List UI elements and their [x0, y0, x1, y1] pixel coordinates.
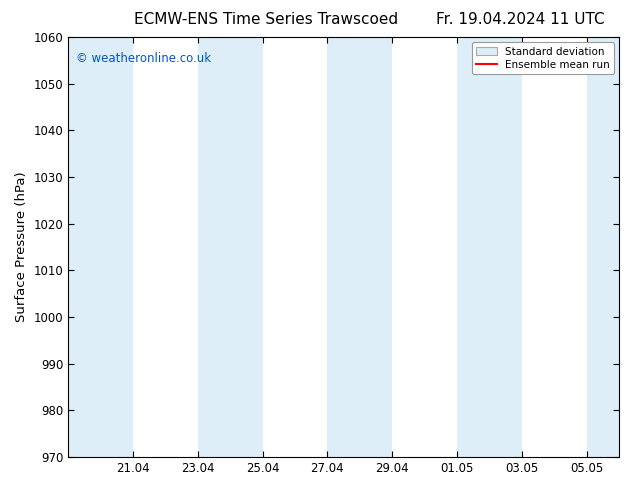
Bar — [457, 37, 522, 457]
Bar — [198, 37, 262, 457]
Text: © weatheronline.co.uk: © weatheronline.co.uk — [77, 52, 212, 65]
Y-axis label: Surface Pressure (hPa): Surface Pressure (hPa) — [15, 172, 28, 322]
Bar — [327, 37, 392, 457]
Text: ECMW-ENS Time Series Trawscoed: ECMW-ENS Time Series Trawscoed — [134, 12, 398, 27]
Text: Fr. 19.04.2024 11 UTC: Fr. 19.04.2024 11 UTC — [436, 12, 604, 27]
Bar — [586, 37, 634, 457]
Bar — [68, 37, 133, 457]
Legend: Standard deviation, Ensemble mean run: Standard deviation, Ensemble mean run — [472, 42, 614, 74]
